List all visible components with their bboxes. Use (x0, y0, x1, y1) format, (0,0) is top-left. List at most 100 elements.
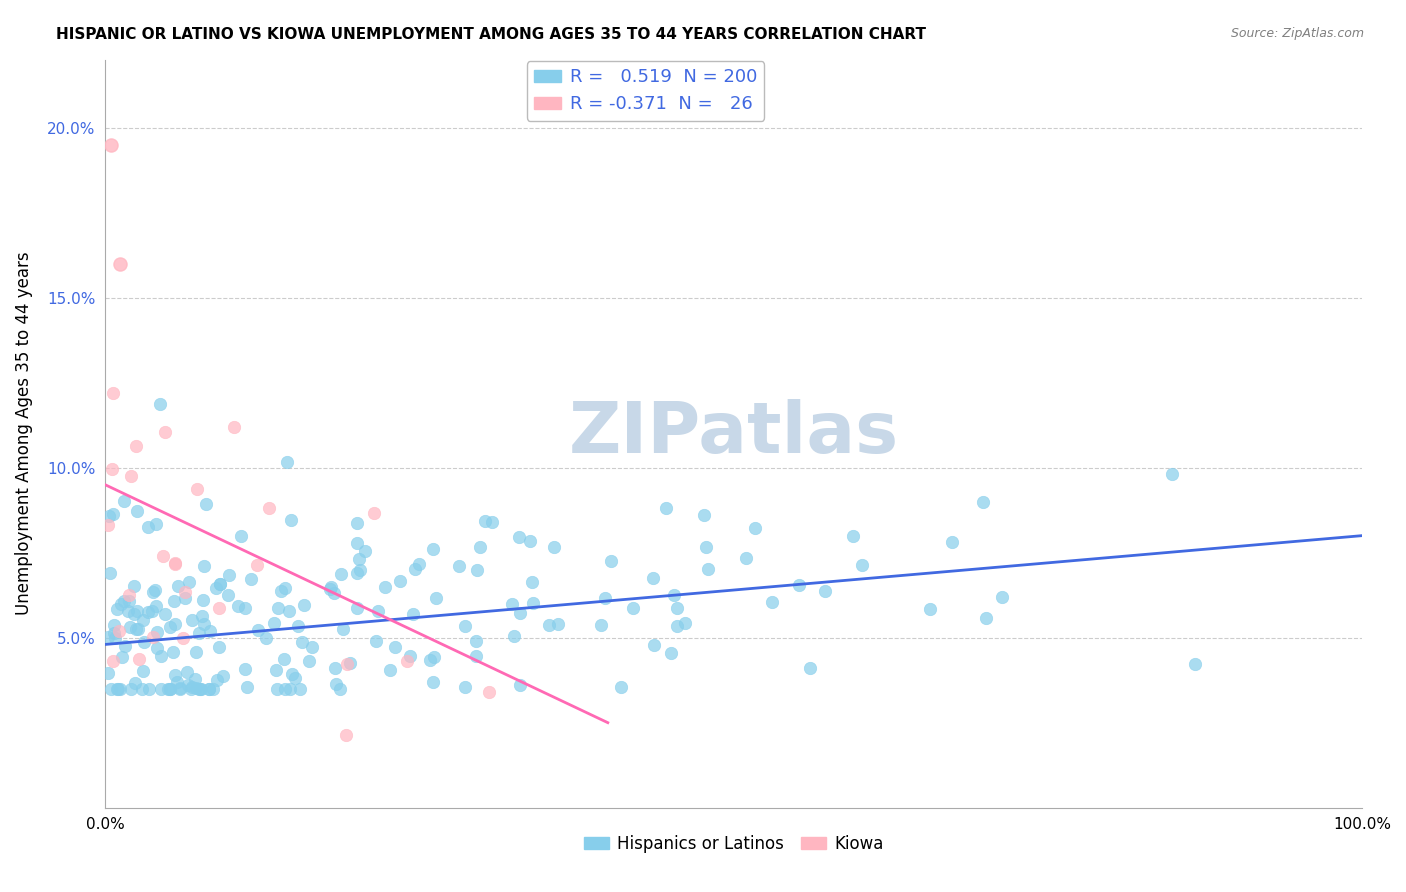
Point (291, 635, 314, 649)
Text: HISPANIC OR LATINO VS KIOWA UNEMPLOYMENT AMONG AGES 35 TO 44 YEARS CORRELATION C: HISPANIC OR LATINO VS KIOWA UNEMPLOYMENT… (56, 27, 927, 42)
Point (408, 558, 430, 572)
Point (201, 681, 224, 696)
Point (589, 618, 612, 632)
Point (198, 624, 221, 638)
Text: ZIPatlas: ZIPatlas (568, 399, 898, 468)
Point (941, 535, 963, 549)
Point (664, 588, 686, 602)
Point (145, 582, 167, 597)
Point (136, 519, 159, 533)
Point (163, 557, 186, 571)
Point (274, 681, 297, 696)
Point (522, 575, 544, 590)
Point (96, 666, 118, 681)
Point (384, 640, 406, 654)
Point (173, 591, 195, 605)
Point (841, 529, 863, 543)
Point (267, 600, 290, 615)
Point (281, 667, 304, 681)
Point (101, 654, 124, 668)
Point (254, 631, 277, 645)
Point (205, 673, 228, 687)
Point (195, 498, 218, 512)
Point (378, 663, 401, 677)
Point (547, 617, 569, 632)
Point (276, 455, 298, 469)
Point (138, 681, 160, 696)
Point (509, 606, 531, 620)
Point (166, 674, 188, 689)
Point (180, 681, 202, 696)
Point (609, 681, 631, 695)
Point (395, 654, 418, 668)
Point (191, 609, 214, 624)
Point (114, 494, 136, 508)
Point (292, 599, 315, 613)
Point (468, 541, 491, 555)
Point (188, 681, 211, 696)
Point (218, 568, 240, 582)
Point (179, 575, 201, 590)
Point (229, 528, 252, 542)
Point (366, 633, 388, 648)
Point (217, 588, 239, 602)
Point (212, 669, 235, 683)
Point (100, 137, 122, 152)
Point (509, 678, 531, 692)
Point (246, 558, 269, 573)
Point (257, 501, 280, 516)
Point (176, 665, 198, 679)
Point (972, 495, 994, 509)
Point (193, 559, 215, 574)
Point (335, 728, 357, 742)
Point (98, 566, 121, 580)
Point (319, 580, 342, 594)
Point (208, 577, 231, 591)
Point (374, 580, 396, 594)
Point (280, 513, 302, 527)
Point (197, 681, 219, 696)
Point (163, 556, 186, 570)
Point (695, 540, 717, 554)
Point (270, 583, 292, 598)
Point (349, 563, 371, 577)
Point (478, 684, 501, 698)
Point (621, 600, 644, 615)
Point (207, 640, 229, 655)
Point (318, 582, 340, 596)
Point (190, 681, 212, 696)
Point (146, 624, 169, 639)
Point (159, 681, 181, 696)
Point (187, 625, 209, 640)
Point (108, 681, 131, 696)
Point (101, 507, 124, 521)
Point (288, 681, 311, 696)
Point (697, 561, 720, 575)
Point (136, 605, 159, 619)
Point (134, 635, 156, 649)
Point (367, 604, 389, 618)
Point (422, 541, 444, 556)
Point (169, 681, 191, 696)
Point (349, 552, 371, 566)
Point (104, 631, 127, 645)
Point (643, 639, 665, 653)
Point (239, 573, 262, 587)
Point (132, 664, 155, 678)
Point (233, 600, 256, 615)
Point (522, 596, 544, 610)
Point (920, 602, 942, 616)
Point (114, 640, 136, 654)
Point (96, 630, 118, 644)
Point (146, 640, 169, 655)
Point (744, 521, 766, 535)
Point (287, 619, 309, 633)
Point (1184, 657, 1206, 672)
Point (761, 595, 783, 609)
Point (464, 649, 486, 664)
Point (127, 622, 149, 636)
Point (323, 661, 346, 675)
Point (278, 681, 301, 696)
Y-axis label: Unemployment Among Ages 35 to 44 years: Unemployment Among Ages 35 to 44 years (15, 252, 32, 615)
Point (186, 483, 208, 497)
